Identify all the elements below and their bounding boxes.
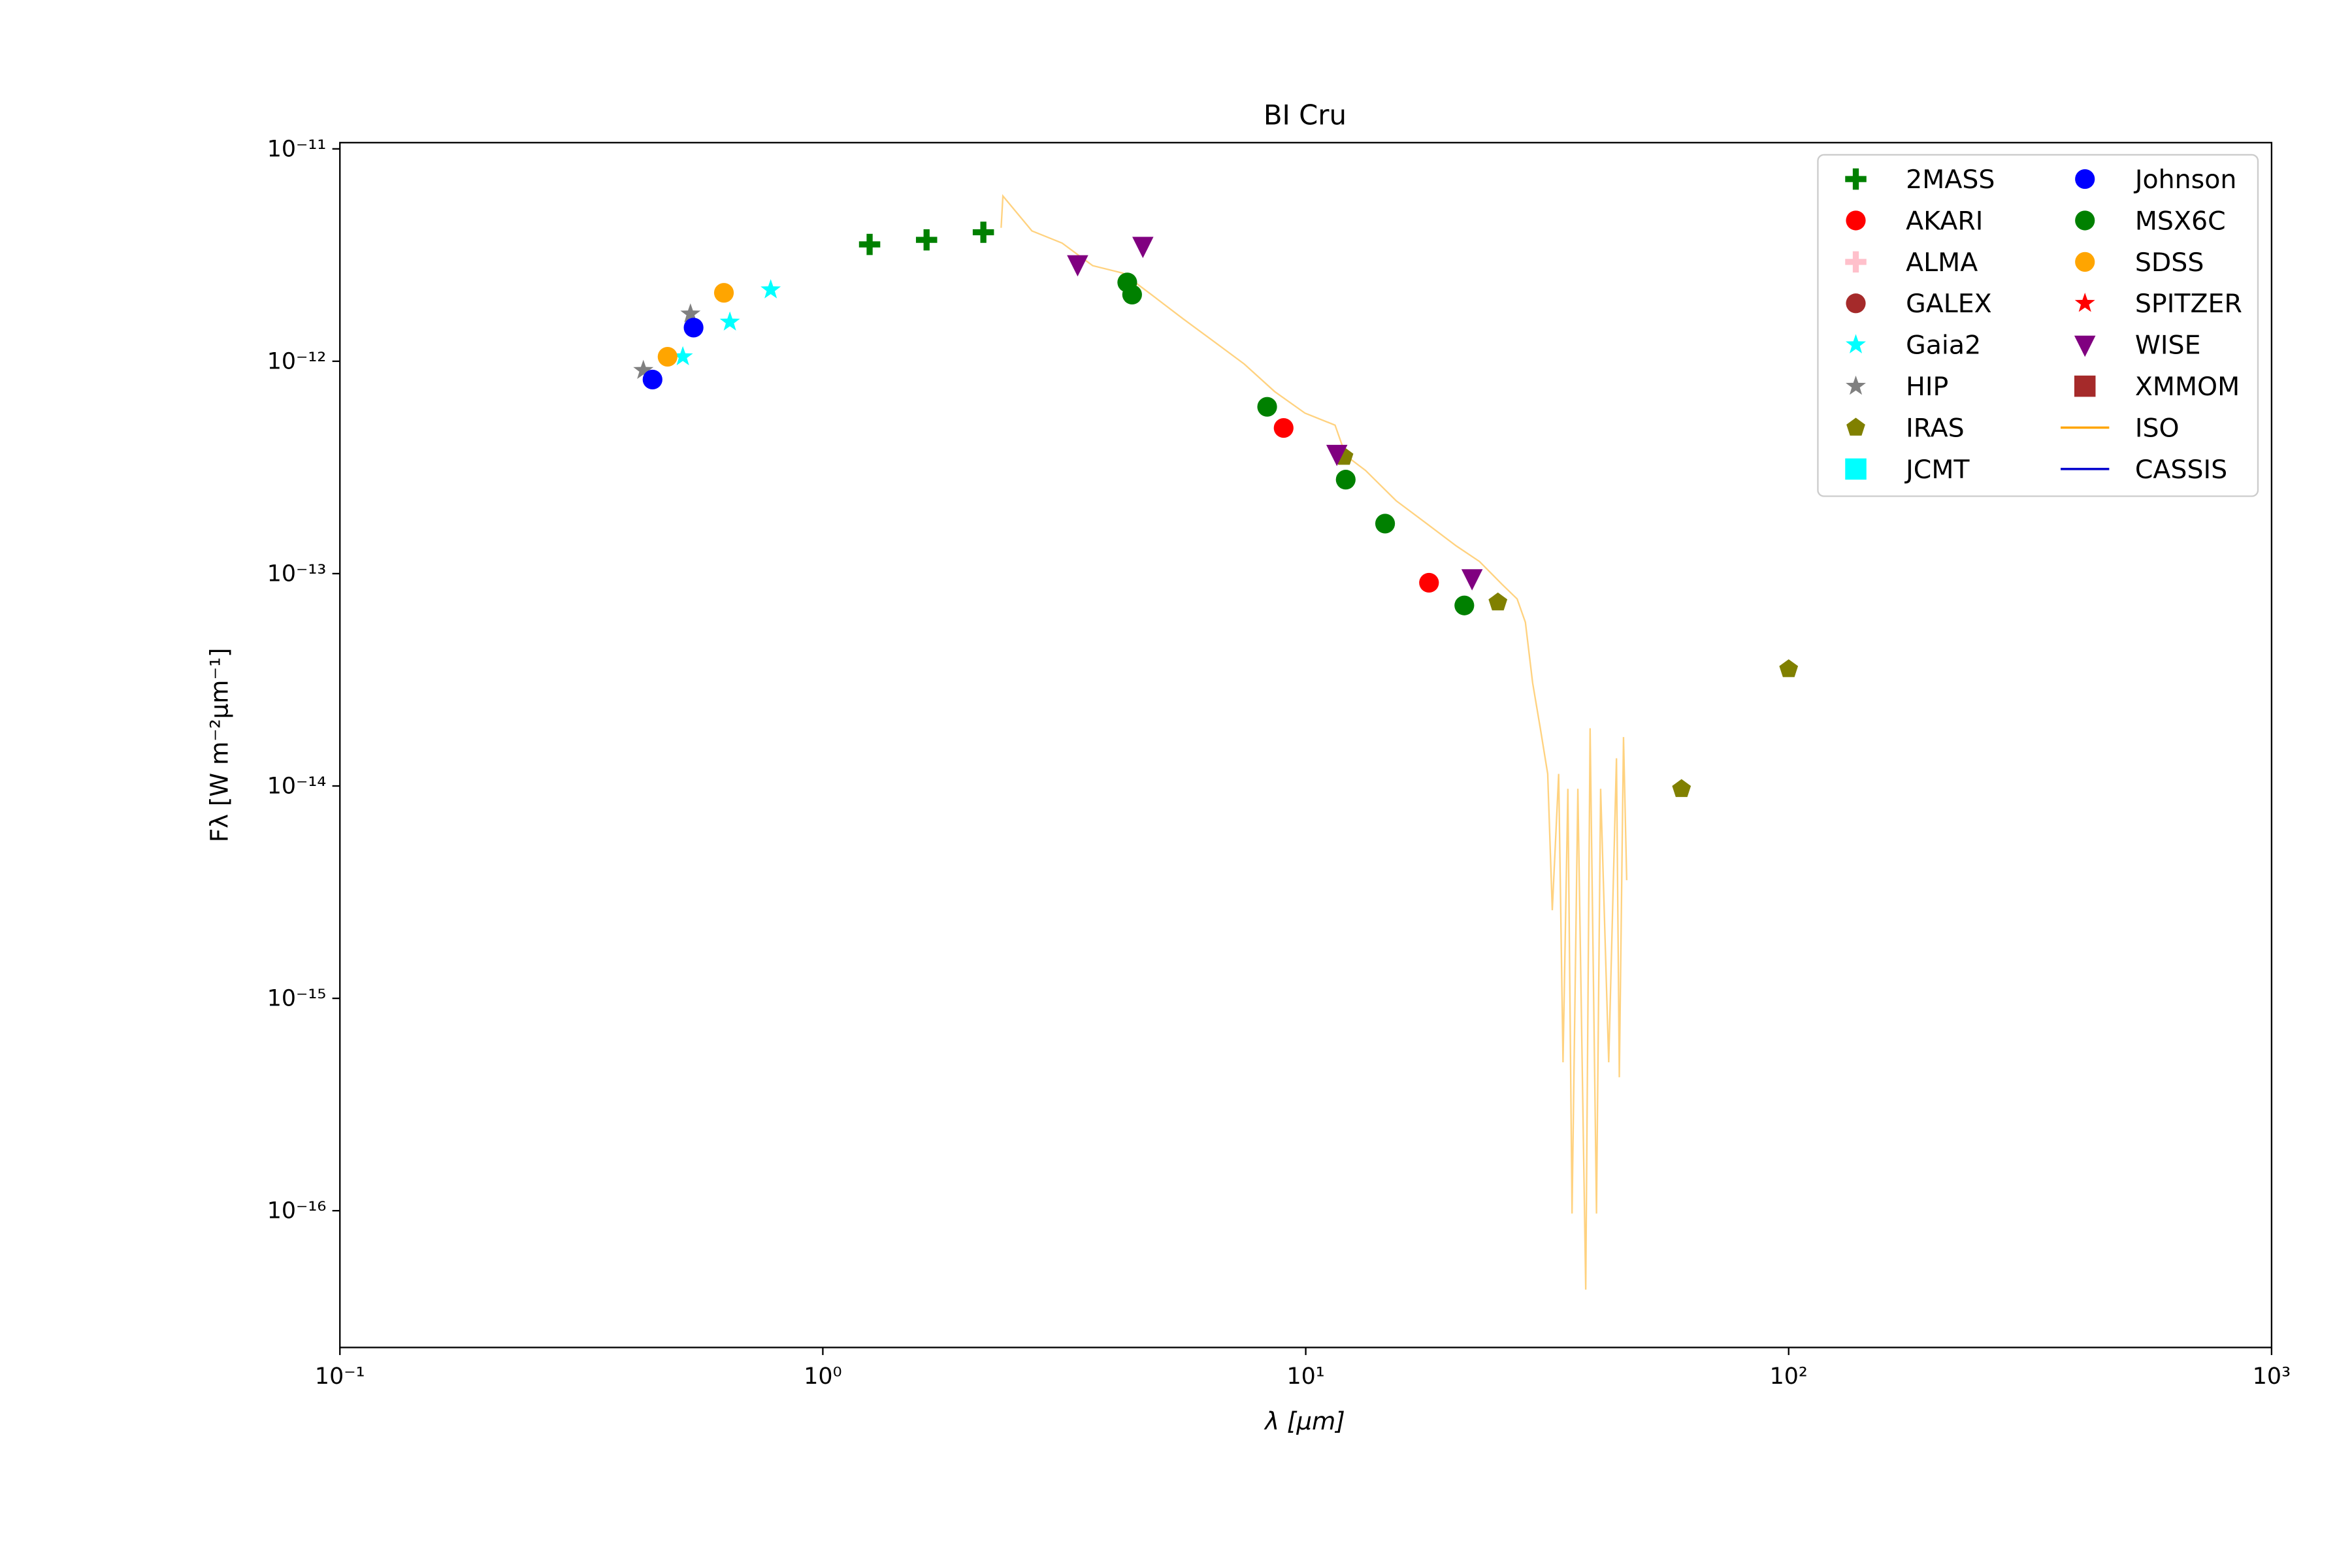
data-point — [1122, 284, 1142, 304]
legend-label: MSX6C — [2135, 206, 2226, 236]
legend-box — [1817, 154, 2259, 497]
data-point — [972, 221, 994, 243]
x-tick-label: 10⁰ — [804, 1364, 841, 1390]
data-point — [760, 279, 781, 299]
spectrum-line — [1000, 193, 1628, 1290]
legend-marker — [1846, 375, 1866, 395]
data-point — [1257, 397, 1277, 417]
data-point — [1375, 514, 1396, 534]
legend-label: Gaia2 — [1906, 331, 1981, 361]
x-tick-label: 10³ — [2253, 1364, 2291, 1390]
x-axis-label: λ [μm] — [1264, 1407, 1345, 1435]
legend-label: XMMOM — [2135, 372, 2240, 402]
x-tick-label: 10⁻¹ — [315, 1364, 365, 1390]
legend-marker — [2074, 335, 2096, 357]
data-point — [1672, 779, 1691, 797]
legend-label: IRAS — [1906, 413, 1965, 443]
data-point — [1779, 659, 1799, 678]
x-tick-label: 10² — [1770, 1364, 1808, 1390]
legend-marker — [2074, 293, 2095, 312]
legend-marker — [1846, 210, 1866, 231]
legend-label: Johnson — [2133, 165, 2237, 195]
legend-marker — [2075, 210, 2095, 231]
data-point — [680, 303, 701, 323]
data-point — [1454, 595, 1475, 615]
y-tick-label: 10⁻¹⁵ — [267, 986, 327, 1012]
data-point — [672, 346, 693, 366]
legend-marker — [2074, 375, 2096, 397]
legend-label: 2MASS — [1906, 165, 1995, 195]
legend-label: CASSIS — [2135, 455, 2227, 485]
legend-marker — [1846, 334, 1866, 353]
data-point — [858, 233, 881, 255]
legend-label: JCMT — [1904, 455, 1970, 485]
data-point — [642, 369, 662, 390]
data-point — [1461, 569, 1483, 591]
data-point — [1335, 470, 1356, 490]
legend-marker — [1846, 293, 1866, 314]
legend-label: SPITZER — [2135, 289, 2242, 319]
data-point — [1067, 255, 1088, 277]
x-tick-label: 10¹ — [1286, 1364, 1324, 1390]
y-tick-label: 10⁻¹⁴ — [267, 774, 327, 800]
data-point — [1273, 417, 1294, 438]
legend-marker — [1846, 417, 1865, 436]
legend-label: ALMA — [1906, 248, 1978, 278]
legend-marker — [1845, 458, 1867, 480]
data-point — [713, 283, 734, 303]
y-tick-label: 10⁻¹¹ — [267, 136, 327, 162]
legend-marker — [1845, 168, 1867, 190]
legend-label: WISE — [2135, 331, 2201, 361]
data-point — [1488, 592, 1508, 611]
y-axis-label: Fλ [W m⁻²μm⁻¹] — [205, 648, 233, 843]
legend-label: ISO — [2135, 413, 2180, 443]
data-point — [719, 311, 740, 331]
y-tick-label: 10⁻¹² — [267, 349, 327, 375]
legend-label: AKARI — [1906, 206, 1983, 236]
legend-marker — [1845, 251, 1867, 273]
legend-marker — [2075, 252, 2095, 272]
data-point — [915, 229, 938, 251]
data-point — [1326, 444, 1348, 466]
y-tick-label: 10⁻¹⁶ — [267, 1198, 327, 1224]
legend-label: HIP — [1906, 372, 1948, 402]
data-point — [633, 359, 654, 380]
data-point — [1419, 572, 1439, 593]
plot-frame — [339, 142, 2273, 1348]
data-point — [1132, 237, 1154, 259]
chart-title: BI Cru — [1264, 99, 1347, 131]
legend-marker — [2075, 169, 2095, 189]
y-tick-label: 10⁻¹³ — [267, 561, 327, 587]
legend-label: GALEX — [1906, 289, 1992, 319]
data-point — [657, 346, 678, 367]
data-point — [683, 318, 704, 338]
legend-label: SDSS — [2135, 248, 2204, 278]
